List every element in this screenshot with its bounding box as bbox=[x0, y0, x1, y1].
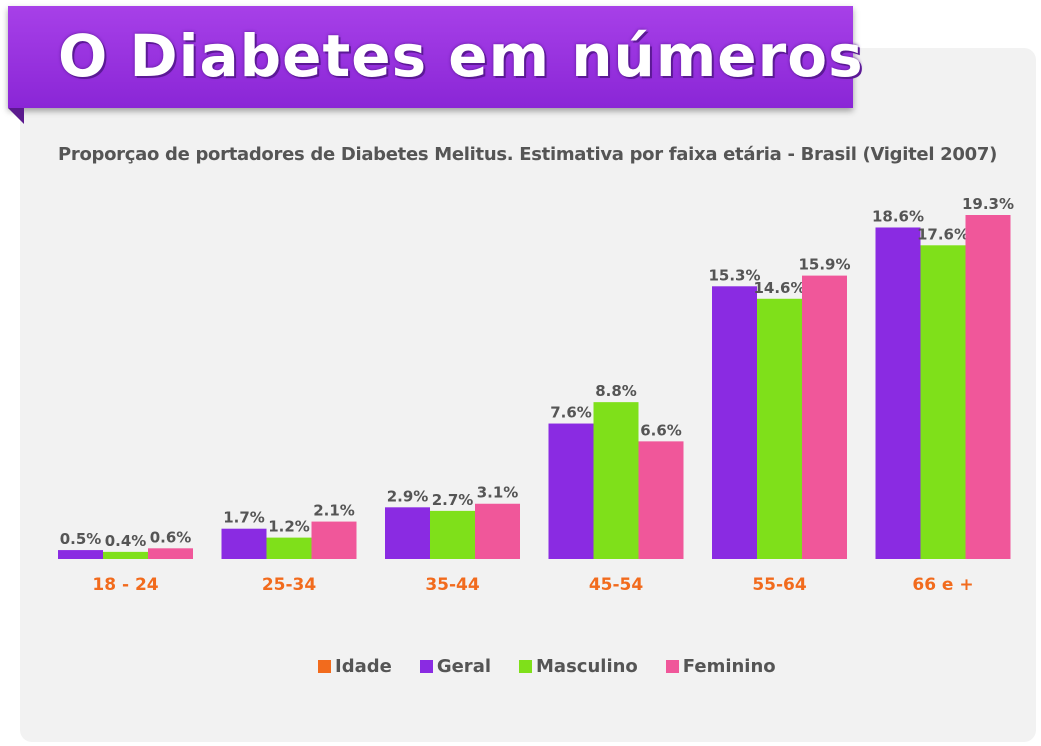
value-label-masculino-1: 1.2% bbox=[268, 518, 310, 536]
category-label-5: 66 e + bbox=[912, 575, 973, 595]
bar-geral-5 bbox=[875, 227, 921, 559]
bar-geral-2 bbox=[385, 507, 430, 559]
bar-geral-3 bbox=[548, 423, 594, 559]
legend-label-idade: Idade bbox=[335, 656, 392, 677]
legend-item-feminino: Feminino bbox=[665, 656, 776, 677]
bar-feminino-3 bbox=[638, 441, 684, 559]
bar-geral-0 bbox=[58, 550, 103, 559]
value-label-geral-1: 1.7% bbox=[223, 509, 265, 527]
value-label-masculino-0: 0.4% bbox=[105, 532, 147, 550]
bar-masculino-0 bbox=[103, 551, 148, 559]
value-label-feminino-0: 0.6% bbox=[150, 528, 192, 546]
value-label-feminino-3: 6.6% bbox=[640, 421, 682, 439]
value-label-feminino-5: 19.3% bbox=[962, 195, 1014, 213]
legend-item-idade: Idade bbox=[318, 656, 392, 677]
bar-masculino-1 bbox=[266, 537, 312, 559]
legend-label-geral: Geral bbox=[436, 656, 492, 677]
legend-swatch-feminino bbox=[665, 660, 679, 673]
chart-legend: Idade Geral Masculino Feminino bbox=[318, 656, 776, 677]
banner-fold bbox=[8, 108, 24, 124]
chart-panel bbox=[20, 48, 1036, 742]
category-label-4: 55-64 bbox=[752, 575, 807, 595]
category-label-3: 45-54 bbox=[589, 575, 644, 595]
bar-feminino-5 bbox=[965, 215, 1011, 559]
value-label-geral-3: 7.6% bbox=[550, 404, 592, 422]
legend-item-geral: Geral bbox=[419, 656, 492, 677]
chart-subtitle: Proporçao de portadores de Diabetes Meli… bbox=[58, 144, 997, 165]
legend-item-masculino: Masculino bbox=[519, 656, 638, 677]
bar-masculino-5 bbox=[920, 245, 966, 559]
value-label-masculino-2: 2.7% bbox=[432, 491, 474, 509]
bar-geral-4 bbox=[712, 286, 757, 559]
legend-swatch-geral bbox=[419, 660, 433, 673]
bar-masculino-3 bbox=[593, 402, 639, 559]
bar-feminino-0 bbox=[148, 548, 193, 559]
bar-feminino-2 bbox=[475, 503, 520, 559]
title-banner: O Diabetes em números bbox=[8, 6, 863, 108]
category-label-0: 18 - 24 bbox=[92, 575, 158, 595]
legend-swatch-idade bbox=[318, 660, 331, 673]
bar-feminino-1 bbox=[311, 521, 357, 559]
value-label-masculino-5: 17.6% bbox=[917, 225, 969, 243]
category-label-2: 35-44 bbox=[425, 575, 480, 595]
value-label-masculino-3: 8.8% bbox=[595, 382, 637, 400]
value-label-geral-2: 2.9% bbox=[387, 487, 429, 505]
value-label-geral-5: 18.6% bbox=[872, 207, 924, 225]
bar-masculino-4 bbox=[757, 298, 802, 559]
category-label-1: 25-34 bbox=[262, 575, 317, 595]
value-label-feminino-2: 3.1% bbox=[477, 484, 519, 502]
bar-masculino-2 bbox=[430, 510, 475, 559]
page-title: O Diabetes em números bbox=[58, 22, 864, 90]
value-label-geral-0: 0.5% bbox=[60, 530, 102, 548]
bar-geral-1 bbox=[221, 528, 267, 559]
legend-swatch-masculino bbox=[519, 660, 533, 673]
value-label-feminino-1: 2.1% bbox=[313, 502, 355, 520]
legend-label-feminino: Feminino bbox=[682, 656, 776, 677]
legend-label-masculino: Masculino bbox=[536, 656, 638, 677]
bar-feminino-4 bbox=[802, 275, 847, 559]
value-label-geral-4: 15.3% bbox=[708, 266, 760, 284]
value-label-masculino-4: 14.6% bbox=[753, 279, 805, 297]
value-label-feminino-4: 15.9% bbox=[798, 256, 850, 274]
